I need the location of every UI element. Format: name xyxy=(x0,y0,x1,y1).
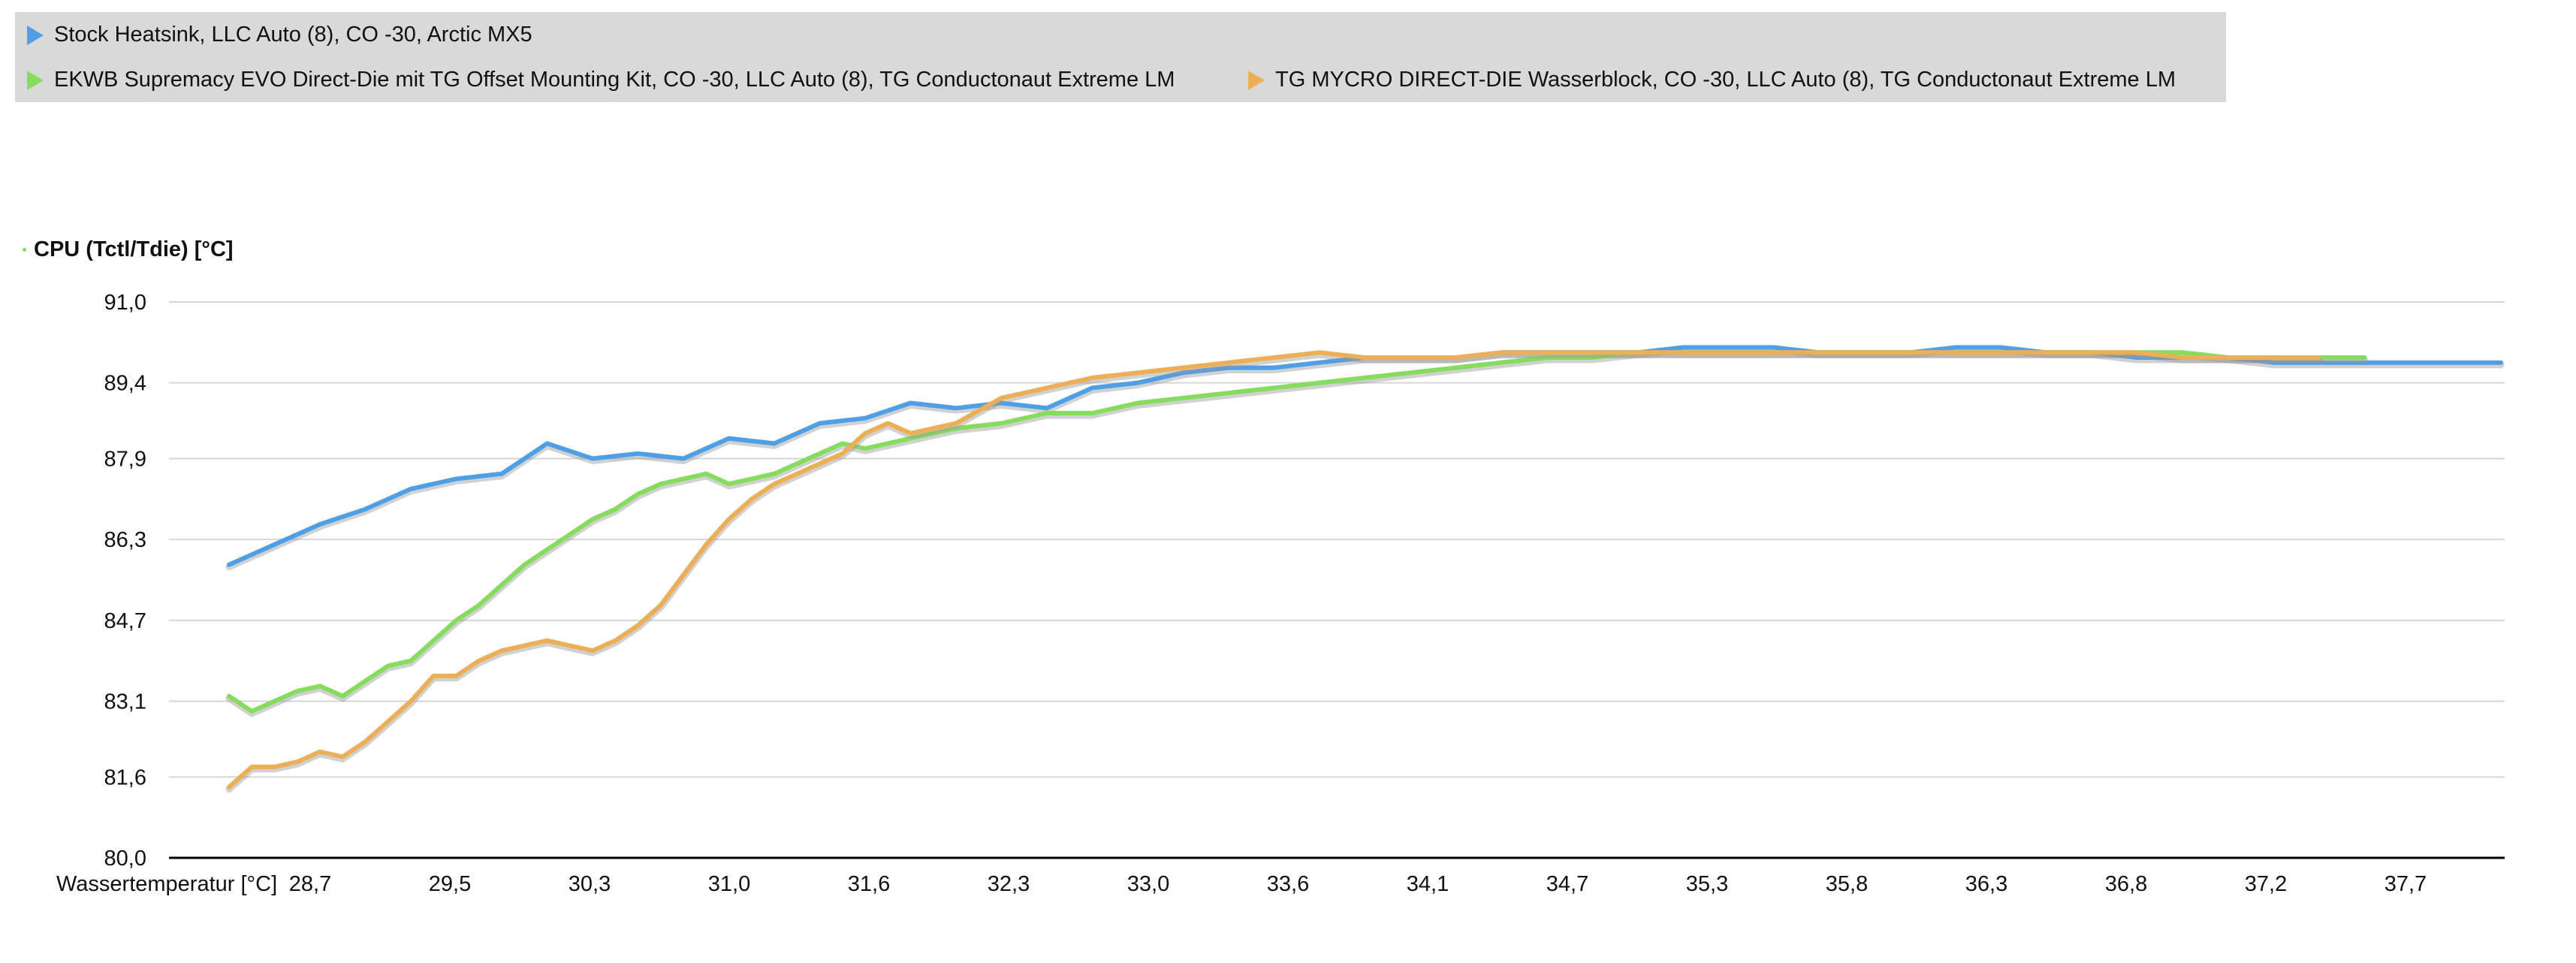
x-tick-label: 30,3 xyxy=(569,872,611,896)
series-line-1 xyxy=(227,350,2367,714)
x-tick-label: 33,6 xyxy=(1267,872,1309,896)
x-tick-label: 33,0 xyxy=(1127,872,1169,896)
x-tick-label: 36,3 xyxy=(1965,872,2007,896)
y-axis-title-text: CPU (Tctl/Tdie) [°C] xyxy=(34,237,234,261)
x-tick-label: 36,8 xyxy=(2105,872,2147,896)
series-line-2 xyxy=(227,350,2321,789)
y-tick-label: 83,1 xyxy=(104,690,146,714)
triangle-right-marker-icon xyxy=(1248,70,1265,90)
x-tick-label: 34,7 xyxy=(1546,872,1588,896)
green-dot-icon xyxy=(23,248,26,252)
x-tick-label: 37,2 xyxy=(2245,872,2287,896)
x-tick-label: 34,1 xyxy=(1407,872,1449,896)
x-tick-label: 35,3 xyxy=(1686,872,1728,896)
legend-label: Stock Heatsink, LLC Auto (8), CO -30, Ar… xyxy=(54,23,532,47)
x-tick-label: 32,3 xyxy=(988,872,1030,896)
legend-label: TG MYCRO DIRECT-DIE Wasserblock, CO -30,… xyxy=(1275,68,2176,92)
legend-label: EKWB Supremacy EVO Direct-Die mit TG Off… xyxy=(54,68,1175,92)
y-tick-label: 80,0 xyxy=(104,847,146,871)
series-line-shadow xyxy=(225,351,2368,717)
series-line-shadow xyxy=(225,351,2323,793)
x-tick-label: 31,0 xyxy=(708,872,750,896)
triangle-right-marker-icon xyxy=(27,70,44,90)
y-tick-label: 91,0 xyxy=(104,291,146,315)
y-tick-label: 89,4 xyxy=(104,372,146,396)
chart-legend: Stock Heatsink, LLC Auto (8), CO -30, Ar… xyxy=(15,12,2226,102)
x-tick-label: 29,5 xyxy=(429,872,471,896)
legend-item-stock: Stock Heatsink, LLC Auto (8), CO -30, Ar… xyxy=(27,23,532,47)
legend-item-tg: TG MYCRO DIRECT-DIE Wasserblock, CO -30,… xyxy=(1248,68,2176,92)
triangle-right-marker-icon xyxy=(27,25,44,45)
y-tick-label: 81,6 xyxy=(104,765,146,789)
x-tick-label: 35,8 xyxy=(1826,872,1868,896)
legend-item-ekwb: EKWB Supremacy EVO Direct-Die mit TG Off… xyxy=(27,68,1175,92)
x-tick-label: 31,6 xyxy=(848,872,890,896)
x-tick-label: 28,7 xyxy=(289,872,331,896)
x-tick-label: 37,7 xyxy=(2384,872,2427,896)
y-axis-title: CPU (Tctl/Tdie) [°C] xyxy=(23,237,234,262)
y-tick-label: 86,3 xyxy=(104,528,146,552)
x-axis-title: Wassertemperatur [°C] xyxy=(56,872,277,896)
y-tick-label: 87,9 xyxy=(104,448,146,472)
y-tick-label: 84,7 xyxy=(104,609,146,633)
